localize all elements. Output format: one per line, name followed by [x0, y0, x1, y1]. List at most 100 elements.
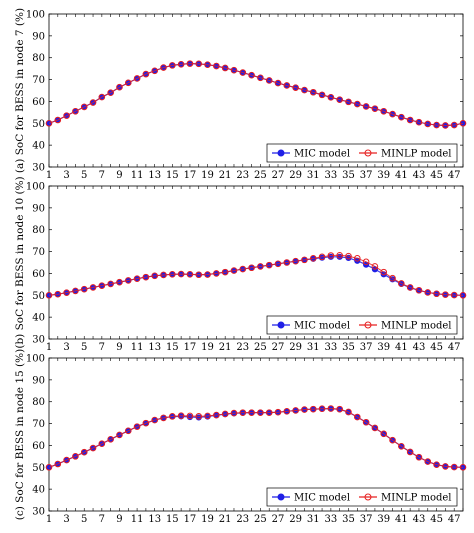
data-point: [345, 408, 352, 416]
data-point: [265, 77, 273, 84]
data-point: [459, 119, 467, 127]
x-tick-label: 5: [81, 170, 87, 181]
legend: MIC model MINLP model: [266, 143, 458, 163]
x-tick-label: 35: [342, 514, 355, 525]
data-point: [160, 414, 167, 422]
data-point: [415, 453, 423, 461]
x-tick-label: 47: [448, 514, 461, 525]
data-point: [336, 405, 343, 413]
x-tick-label: 23: [236, 170, 249, 181]
y-tick-label: 90: [32, 203, 45, 214]
data-point: [151, 67, 159, 75]
data-point: [433, 461, 440, 468]
data-point: [371, 105, 379, 112]
data-point: [327, 252, 335, 259]
x-tick-label: 5: [81, 514, 87, 525]
y-tick-label: 60: [32, 269, 45, 280]
data-point: [459, 463, 467, 471]
data-point: [415, 286, 423, 294]
data-point: [186, 60, 194, 67]
data-point: [406, 284, 414, 291]
y-tick-label: 30: [32, 507, 45, 518]
x-tick-label: 3: [63, 170, 69, 181]
x-tick-label: 11: [131, 514, 144, 525]
series-minlp-model: [45, 405, 467, 471]
y-tick-label: 30: [32, 163, 45, 174]
data-point: [292, 84, 299, 91]
data-point: [301, 406, 308, 413]
x-tick-label: 25: [254, 514, 267, 525]
x-tick-label: 33: [325, 342, 338, 353]
y-tick-label: 80: [32, 225, 45, 236]
y-tick-label: 60: [32, 97, 45, 108]
y-tick-label: 50: [32, 463, 45, 474]
data-point: [169, 413, 176, 420]
legend-mic-marker: [277, 321, 285, 329]
x-tick-label: 41: [395, 342, 408, 353]
data-point: [213, 62, 220, 70]
data-point: [177, 270, 185, 278]
x-tick-label: 19: [201, 342, 214, 353]
legend-minlp-marker: [364, 493, 372, 501]
legend-mic-marker: [277, 493, 285, 501]
series-line: [48, 63, 464, 126]
data-point: [195, 413, 203, 420]
y-tick-label: 70: [32, 419, 45, 430]
data-point: [186, 412, 194, 420]
data-point: [213, 411, 220, 419]
legend-minlp-label: MINLP model: [381, 493, 452, 504]
x-tick-label: 27: [272, 514, 285, 525]
y-tick-label: 70: [32, 247, 45, 258]
y-tick-label: 90: [32, 375, 45, 386]
data-point: [248, 71, 255, 79]
x-tick-label: 11: [131, 342, 144, 353]
data-point: [309, 88, 317, 96]
x-tick-label: 35: [342, 170, 355, 181]
data-point: [353, 413, 361, 421]
x-tick-label: 7: [99, 170, 105, 181]
data-point: [80, 103, 88, 111]
x-tick-label: 25: [254, 342, 267, 353]
x-tick-label: 23: [236, 514, 249, 525]
data-point: [283, 259, 291, 266]
data-point: [415, 118, 423, 126]
x-tick-label: 15: [166, 170, 179, 181]
data-point: [221, 268, 229, 276]
y-tick-label: 40: [32, 485, 45, 496]
y-tick-label: 100: [26, 10, 45, 21]
data-point: [72, 453, 79, 460]
y-axis-label: (b) SoC for BESS in node 10 (%): [14, 176, 26, 348]
data-point: [292, 257, 299, 265]
data-point: [442, 291, 449, 298]
x-tick-label: 47: [448, 170, 461, 181]
data-point: [186, 271, 194, 278]
legend-minlp-marker: [364, 321, 372, 329]
data-point: [433, 121, 440, 129]
data-point: [389, 436, 396, 444]
data-point: [398, 443, 405, 450]
series-minlp-model: [45, 60, 467, 129]
x-tick-label: 11: [131, 170, 144, 181]
data-point: [124, 79, 132, 87]
data-point: [380, 430, 388, 438]
data-point: [54, 290, 62, 298]
data-point: [142, 273, 150, 281]
x-tick-label: 21: [219, 342, 232, 353]
data-point: [204, 61, 211, 69]
data-point: [362, 418, 370, 426]
x-tick-label: 1: [46, 342, 52, 353]
legend-mic-marker: [277, 149, 285, 157]
y-tick-label: 90: [32, 31, 45, 42]
x-tick-label: 7: [99, 342, 105, 353]
x-tick-label: 21: [219, 170, 232, 181]
x-tick-label: 31: [307, 514, 320, 525]
data-point: [142, 419, 150, 427]
series-line: [48, 254, 464, 296]
x-tick-label: 17: [184, 342, 197, 353]
x-tick-label: 1: [46, 514, 52, 525]
data-point: [309, 255, 317, 262]
data-point: [204, 271, 211, 278]
x-tick-label: 3: [63, 342, 69, 353]
y-tick-label: 50: [32, 119, 45, 130]
data-point: [116, 83, 123, 91]
